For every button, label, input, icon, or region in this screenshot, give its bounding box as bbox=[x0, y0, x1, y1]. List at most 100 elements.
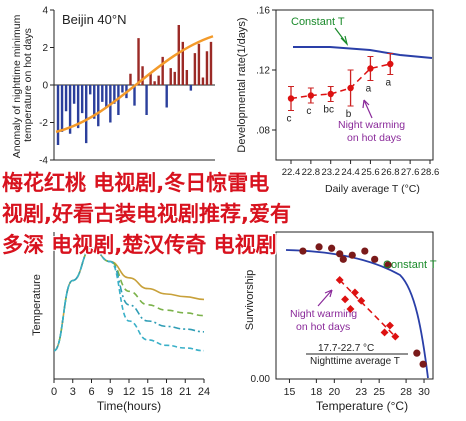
p2-y-tick-label: .08 bbox=[256, 126, 270, 137]
p1-bar bbox=[60, 85, 64, 132]
p4-night-arrowhead bbox=[324, 289, 333, 298]
p4-y-tick-0: 0.00 bbox=[251, 374, 271, 385]
p4-night-point bbox=[357, 296, 366, 305]
p2-x-tick-label: 27.6 bbox=[401, 167, 420, 178]
p1-bars bbox=[56, 25, 213, 145]
overlay-line-1: 梅花红桃 电视剧,冬日惊雷电 bbox=[2, 171, 270, 195]
p1-y-tick-label: -2 bbox=[39, 118, 48, 129]
p4-constant-point bbox=[361, 247, 369, 255]
p4-constant-point bbox=[315, 243, 323, 251]
p4-constant-point bbox=[413, 349, 421, 357]
p2-constant-t-label: Constant T bbox=[291, 16, 345, 28]
p2-x-tick-label: 28.6 bbox=[421, 167, 440, 178]
p1-bar bbox=[76, 85, 80, 129]
p1-bar bbox=[133, 85, 136, 106]
p1-title: Beijin 40°N bbox=[62, 12, 126, 27]
p2-point bbox=[387, 60, 394, 68]
overlay-line-2: 视剧,好看古装电视剧推荐,爱有 bbox=[2, 202, 291, 226]
p2-point bbox=[367, 65, 374, 72]
p4-constant-point bbox=[339, 255, 347, 263]
p2-night-warming-line bbox=[290, 63, 391, 100]
p1-bar bbox=[169, 68, 172, 85]
p3-x-tick-label: 9 bbox=[107, 386, 113, 398]
p3-x-label: Time(hours) bbox=[97, 399, 161, 413]
p1-bar bbox=[205, 51, 209, 85]
p2-constant-t-arrowhead bbox=[340, 35, 349, 46]
p2-x-tick-label: 25.6 bbox=[361, 167, 380, 178]
p4-constant-point bbox=[384, 261, 392, 269]
p4-frame bbox=[275, 231, 434, 380]
p1-bar bbox=[105, 85, 108, 108]
p2-night-arrow bbox=[363, 99, 373, 119]
p4-constant-point bbox=[328, 244, 336, 252]
p1-bar bbox=[177, 25, 180, 85]
p1-bar bbox=[72, 85, 76, 104]
p2-point-label: c bbox=[306, 106, 311, 117]
p4-x-tick-label: 15 bbox=[284, 386, 296, 398]
p3-x-ticks: 0 3 6 9 12 15 18 21 24 bbox=[51, 379, 210, 398]
p4-x-tick-label: 28 bbox=[400, 386, 412, 398]
p4-night-warming-line bbox=[339, 279, 396, 338]
p1-bar bbox=[193, 53, 197, 85]
p3-y-label: Temperature bbox=[31, 274, 43, 336]
p2-y-ticks: .16 .12 .08 bbox=[256, 6, 276, 137]
overlay-line-3: 多深 电视剧,楚汉传奇 电视剧 bbox=[2, 233, 277, 257]
p3-series-line bbox=[53, 247, 205, 352]
p4-constant-t-curve bbox=[285, 249, 429, 379]
panel-temperature-time: 0 3 6 9 12 15 18 21 24 Temperature Time(hours) bbox=[31, 232, 210, 413]
p1-bar bbox=[149, 73, 152, 85]
p4-x-tick-label: 23 bbox=[355, 386, 367, 398]
p2-point bbox=[327, 90, 334, 98]
p4-night-point bbox=[335, 276, 344, 284]
p2-y-label: Developmental rate(1/days) bbox=[236, 17, 248, 152]
p4-constant-t-label: Constant T bbox=[383, 259, 437, 271]
p4-night-point bbox=[346, 305, 355, 313]
p2-point-label: a bbox=[386, 78, 392, 89]
p2-night-arrowhead bbox=[362, 99, 370, 109]
p2-night-label-line2: on hot days bbox=[347, 132, 401, 144]
p4-constant-point bbox=[299, 247, 307, 255]
p3-lines bbox=[53, 247, 205, 352]
p1-y-tick-label: 0 bbox=[42, 81, 48, 92]
p2-x-tick-label: 24.4 bbox=[341, 167, 360, 178]
p2-x-tick-label: 26.8 bbox=[381, 167, 400, 178]
p1-y-tick-label: -4 bbox=[39, 156, 48, 167]
p2-x-tick-label: 22.4 bbox=[282, 167, 301, 178]
p1-bar bbox=[89, 85, 92, 95]
p1-bar bbox=[197, 43, 201, 85]
p1-bar bbox=[157, 75, 160, 85]
p1-bar bbox=[121, 85, 124, 93]
p4-x-tick-label: 25 bbox=[373, 386, 385, 398]
p4-night-label-line2: on hot days bbox=[296, 321, 350, 333]
panel-beijing-anomaly: 4 2 0 -2 -4 Beijin 40°N Anomaly of nighttime… bbox=[11, 6, 215, 167]
p1-bar bbox=[84, 85, 88, 144]
p3-x-tick-label: 3 bbox=[70, 386, 76, 398]
p3-x-tick-label: 24 bbox=[198, 386, 210, 398]
p2-points: c c bc b a a bbox=[287, 53, 394, 125]
p3-x-tick-label: 0 bbox=[51, 386, 57, 398]
p4-night-point bbox=[350, 288, 359, 297]
p1-bar bbox=[181, 41, 185, 85]
p4-night-point bbox=[380, 328, 389, 337]
p1-bar bbox=[153, 81, 156, 85]
p2-point-label: bc bbox=[323, 105, 334, 116]
p4-avg-label: Nighttime average T bbox=[310, 356, 400, 367]
p2-x-ticks: 22.4 22.8 23.2 24.4 25.6 26.8 27.6 28.6 bbox=[282, 160, 440, 178]
p3-x-tick-label: 15 bbox=[142, 386, 154, 398]
p2-night-label-line1: Night warming bbox=[338, 119, 405, 131]
p2-night-label: Night warming on hot days bbox=[338, 119, 408, 144]
p3-series-line bbox=[53, 247, 205, 352]
p1-bar bbox=[80, 85, 84, 114]
p2-y-tick-label: .12 bbox=[256, 66, 270, 77]
p2-constant-t-line bbox=[293, 46, 433, 59]
p4-constant-point bbox=[336, 250, 344, 258]
p2-point-label: a bbox=[366, 84, 372, 95]
p4-night-point bbox=[385, 321, 394, 330]
p3-series-line bbox=[53, 247, 205, 352]
p4-x-label: Temperature (°C) bbox=[316, 399, 408, 413]
p4-x-tick-label: 30 bbox=[418, 386, 430, 398]
p4-night-point bbox=[391, 332, 400, 341]
p2-point-label: c bbox=[287, 114, 292, 125]
p4-constant-point bbox=[348, 251, 356, 259]
p1-bar bbox=[129, 73, 132, 85]
